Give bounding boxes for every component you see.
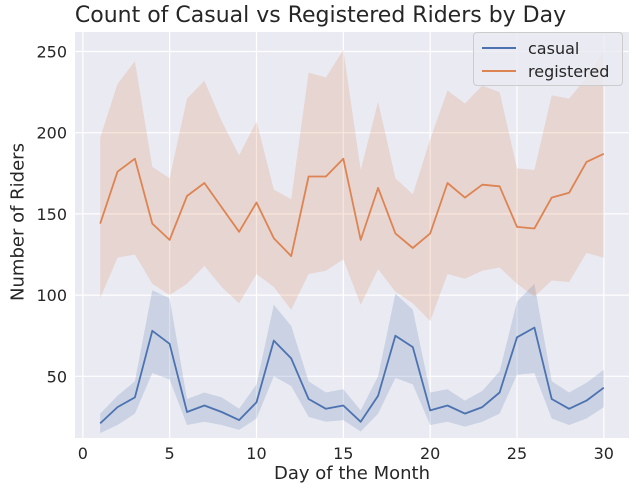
x-tick-label: 15 [333, 444, 353, 463]
series-line-registered [99, 152, 605, 258]
legend-item-registered: registered [482, 60, 609, 82]
legend-item-casual: casual [482, 37, 579, 59]
confidence-band-casual [100, 283, 604, 434]
y-tick-label: 100 [36, 286, 67, 305]
x-axis-label: Day of the Month [273, 463, 430, 484]
legend-swatch-casual [482, 47, 516, 49]
confidence-band-registered [100, 49, 604, 322]
x-axis-ticks: 0 5 10 15 20 25 30 [78, 444, 614, 463]
series-line-casual [99, 326, 605, 425]
x-tick-label: 0 [78, 444, 88, 463]
x-tick-label: 30 [594, 444, 614, 463]
x-tick-label: 20 [420, 444, 440, 463]
grid-lines [75, 32, 629, 438]
series-lines [99, 152, 605, 425]
legend-label-casual: casual [528, 38, 580, 58]
confidence-bands [100, 49, 604, 434]
plot-area [75, 32, 629, 438]
y-tick-label: 150 [36, 205, 67, 224]
x-tick-label: 5 [165, 444, 175, 463]
y-tick-label: 50 [47, 367, 67, 386]
chart-title: Count of Casual vs Registered Riders by … [74, 3, 567, 28]
y-axis-ticks: 50 100 150 200 250 [36, 42, 67, 386]
x-tick-label: 25 [507, 444, 527, 463]
y-axis-label: Number of Riders [7, 143, 29, 301]
legend: casual registered [473, 32, 623, 86]
legend-swatch-registered [482, 70, 516, 72]
y-tick-label: 250 [36, 42, 67, 61]
y-tick-label: 200 [36, 124, 67, 143]
x-tick-label: 10 [246, 444, 266, 463]
legend-label-registered: registered [528, 61, 610, 81]
